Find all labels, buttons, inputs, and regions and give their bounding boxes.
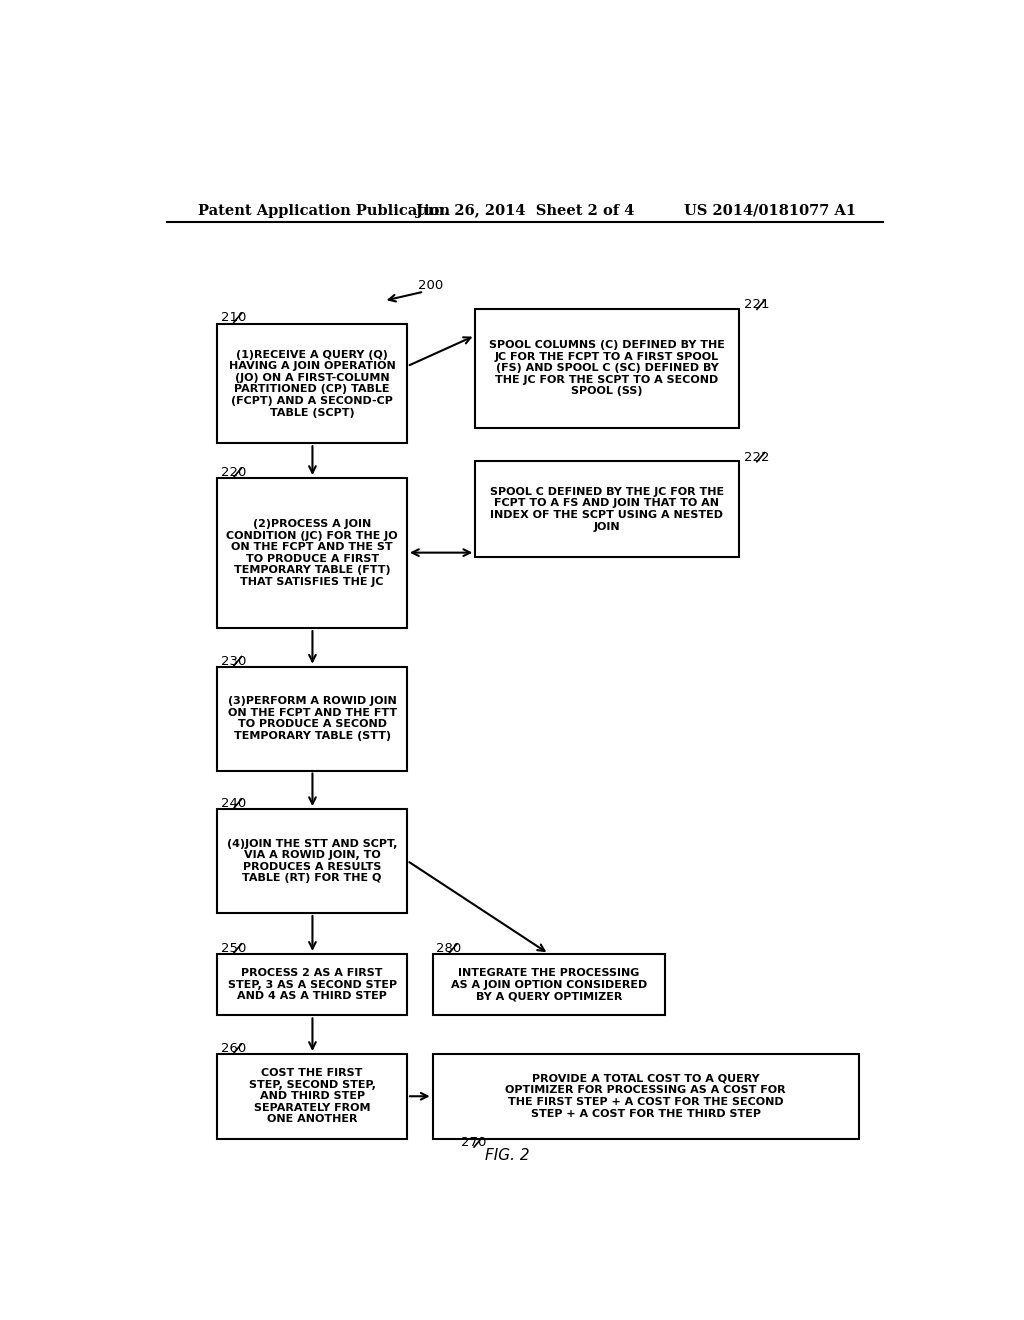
Text: PROCESS 2 AS A FIRST
STEP, 3 AS A SECOND STEP
AND 4 AS A THIRD STEP: PROCESS 2 AS A FIRST STEP, 3 AS A SECOND… <box>227 968 396 1001</box>
Text: 200: 200 <box>418 279 442 292</box>
Text: INTEGRATE THE PROCESSING
AS A JOIN OPTION CONSIDERED
BY A QUERY OPTIMIZER: INTEGRATE THE PROCESSING AS A JOIN OPTIO… <box>451 968 647 1001</box>
Text: 280: 280 <box>436 942 462 954</box>
Text: 220: 220 <box>221 466 247 479</box>
Bar <box>217 1053 407 1139</box>
Bar <box>432 1053 859 1139</box>
Text: SPOOL COLUMNS (C) DEFINED BY THE
JC FOR THE FCPT TO A FIRST SPOOL
(FS) AND SPOOL: SPOOL COLUMNS (C) DEFINED BY THE JC FOR … <box>489 341 725 396</box>
Text: 230: 230 <box>221 655 247 668</box>
Text: US 2014/0181077 A1: US 2014/0181077 A1 <box>684 203 856 218</box>
Bar <box>475 461 738 557</box>
Text: COST THE FIRST
STEP, SECOND STEP,
AND THIRD STEP
SEPARATELY FROM
ONE ANOTHER: COST THE FIRST STEP, SECOND STEP, AND TH… <box>249 1068 376 1125</box>
Text: Patent Application Publication: Patent Application Publication <box>198 203 450 218</box>
Text: PROVIDE A TOTAL COST TO A QUERY
OPTIMIZER FOR PROCESSING AS A COST FOR
THE FIRST: PROVIDE A TOTAL COST TO A QUERY OPTIMIZE… <box>506 1074 786 1118</box>
Bar <box>217 323 407 444</box>
Text: 270: 270 <box>461 1137 486 1148</box>
Bar <box>217 954 407 1015</box>
Text: SPOOL C DEFINED BY THE JC FOR THE
FCPT TO A FS AND JOIN THAT TO AN
INDEX OF THE : SPOOL C DEFINED BY THE JC FOR THE FCPT T… <box>489 487 724 532</box>
Text: (3)PERFORM A ROWID JOIN
ON THE FCPT AND THE FTT
TO PRODUCE A SECOND
TEMPORARY TA: (3)PERFORM A ROWID JOIN ON THE FCPT AND … <box>227 696 396 741</box>
Bar <box>432 954 665 1015</box>
Text: 210: 210 <box>221 312 247 325</box>
Bar <box>217 667 407 771</box>
Text: 240: 240 <box>221 797 246 810</box>
Text: (1)RECEIVE A QUERY (Q)
HAVING A JOIN OPERATION
(JO) ON A FIRST-COLUMN
PARTITIONE: (1)RECEIVE A QUERY (Q) HAVING A JOIN OPE… <box>228 350 395 417</box>
Bar <box>217 809 407 913</box>
Text: 250: 250 <box>221 942 247 954</box>
Text: 222: 222 <box>744 450 770 463</box>
Text: (4)JOIN THE STT AND SCPT,
VIA A ROWID JOIN, TO
PRODUCES A RESULTS
TABLE (RT) FOR: (4)JOIN THE STT AND SCPT, VIA A ROWID JO… <box>227 838 397 883</box>
Bar <box>217 478 407 628</box>
Text: Jun. 26, 2014  Sheet 2 of 4: Jun. 26, 2014 Sheet 2 of 4 <box>416 203 634 218</box>
Bar <box>475 309 738 428</box>
Text: (2)PROCESS A JOIN
CONDITION (JC) FOR THE JO
ON THE FCPT AND THE ST
TO PRODUCE A : (2)PROCESS A JOIN CONDITION (JC) FOR THE… <box>226 519 398 587</box>
Text: 260: 260 <box>221 1041 246 1055</box>
Text: FIG. 2: FIG. 2 <box>485 1148 530 1163</box>
Text: 221: 221 <box>744 298 770 312</box>
